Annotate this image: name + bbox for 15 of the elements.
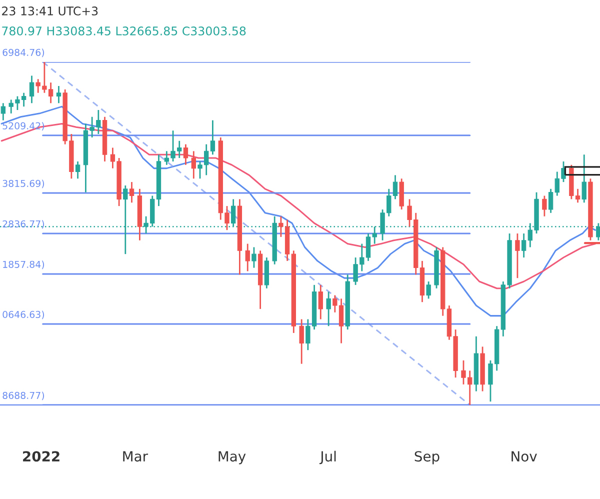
series-label: 2836.77) [2,220,44,229]
series-label: 6984.76) [2,48,44,58]
series-label: 0646.63) [2,310,44,320]
series-label: 5209.42) [2,122,44,130]
series-label: 3815.69) [2,180,44,188]
x-tick-label: Jul [319,450,336,464]
x-tick-label: May [218,451,246,464]
series-label: 1857.84) [3,260,44,270]
x-tick-label: Mar [123,451,148,462]
text: 780.97 H33083.45 L32665.85 C33003.58 [2,26,246,36]
text: 23 13:41 UTC+3 [2,6,98,16]
x-tick-label: Sep [414,451,440,464]
x-tick-label: 2022 [23,451,60,462]
x-tick-label: Nov [512,451,537,462]
series-label: 8688.77) [2,392,44,400]
